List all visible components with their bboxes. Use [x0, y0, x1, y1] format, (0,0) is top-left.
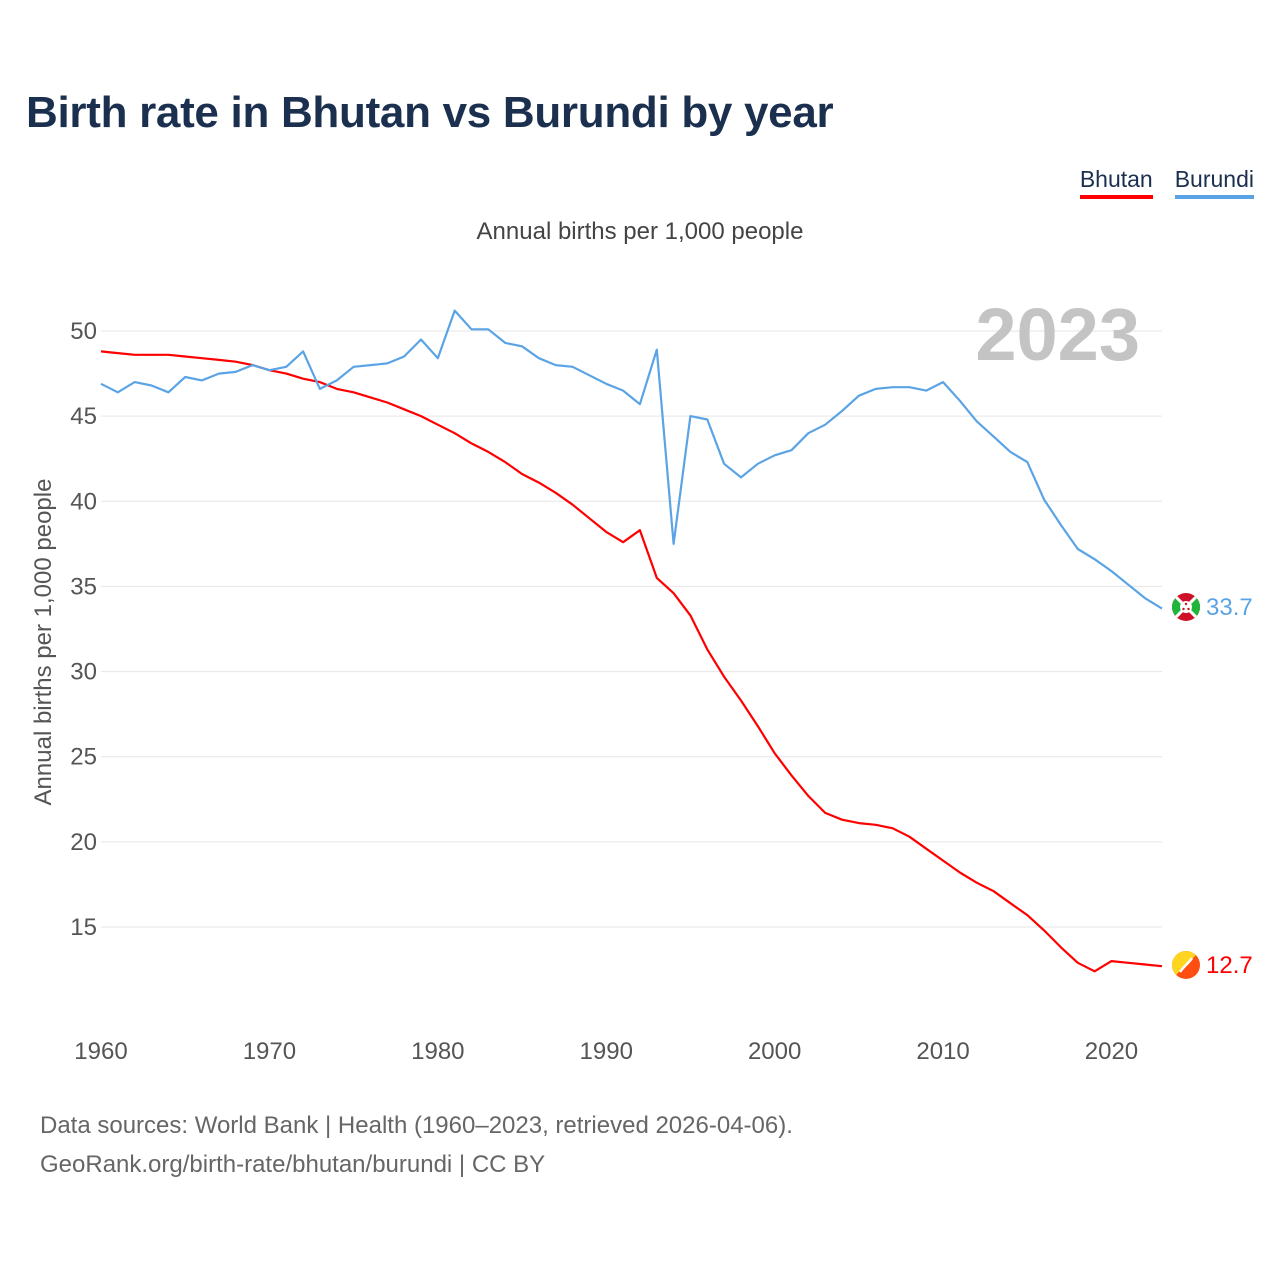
y-tick-label: 50 [70, 318, 97, 345]
source-url[interactable]: GeoRank.org/birth-rate/bhutan/burundi | … [40, 1151, 546, 1178]
x-tick-label: 1980 [411, 1038, 464, 1065]
series-line-bhutan[interactable] [100, 350, 1163, 973]
y-tick-label: 40 [70, 488, 97, 515]
bhutan-flag-icon [1172, 951, 1200, 979]
source-note: Data sources: World Bank | Health (1960–… [40, 1106, 793, 1184]
x-tick-label: 1960 [74, 1038, 127, 1065]
x-axis-ticks: 1960 1970 1980 1990 2000 2010 2020 [74, 1038, 1138, 1065]
x-tick-label: 1990 [580, 1038, 633, 1065]
legend-item-burundi[interactable]: Burundi [1174, 166, 1254, 199]
y-tick-label: 25 [70, 744, 97, 771]
x-tick-label: 1970 [243, 1038, 296, 1065]
chart-subtitle: Annual births per 1,000 people [476, 218, 804, 245]
y-tick-label: 20 [70, 829, 97, 856]
legend: Bhutan Burundi [1079, 166, 1254, 199]
y-axis-label: Annual births per 1,000 people [30, 479, 57, 806]
y-tick-label: 30 [70, 659, 97, 686]
legend-item-bhutan[interactable]: Bhutan [1079, 166, 1153, 199]
series-lines [100, 309, 1163, 973]
x-tick-label: 2010 [916, 1038, 969, 1065]
y-tick-label: 45 [70, 403, 97, 430]
y-tick-label: 35 [70, 573, 97, 600]
y-tick-label: 15 [70, 914, 97, 941]
end-value-bhutan: 12.7 [1206, 952, 1253, 979]
series-line-burundi[interactable] [100, 309, 1163, 610]
end-value-burundi: 33.7 [1206, 594, 1253, 621]
year-watermark: 2023 [975, 293, 1140, 376]
line-chart: 15 20 25 30 35 40 45 50 1960 1970 1980 1990 2000 201… [30, 293, 1253, 1065]
burundi-flag-icon [1172, 593, 1200, 621]
chart-title: Birth rate in Bhutan vs Burundi by year [26, 88, 834, 137]
source-line: Data sources: World Bank | Health (1960–… [40, 1112, 793, 1139]
x-tick-label: 2000 [748, 1038, 801, 1065]
x-tick-label: 2020 [1085, 1038, 1138, 1065]
y-axis-ticks: 15 20 25 30 35 40 45 50 [70, 318, 97, 941]
gridlines [101, 330, 1162, 928]
